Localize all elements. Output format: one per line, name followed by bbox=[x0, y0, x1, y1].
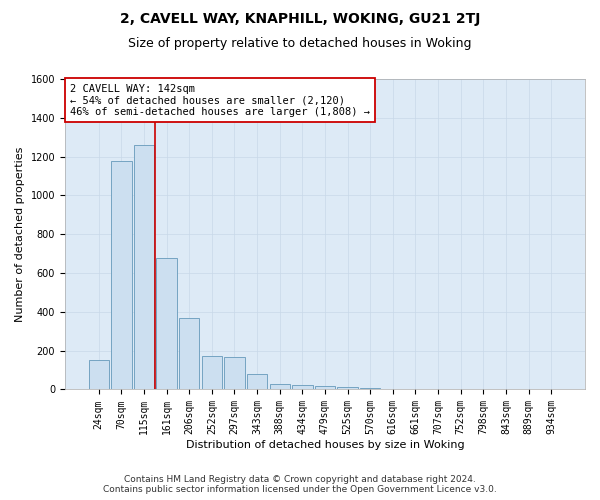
Text: Size of property relative to detached houses in Woking: Size of property relative to detached ho… bbox=[128, 38, 472, 51]
Bar bbox=[89, 360, 109, 390]
Y-axis label: Number of detached properties: Number of detached properties bbox=[15, 146, 25, 322]
Bar bbox=[111, 162, 131, 390]
Bar bbox=[224, 358, 245, 390]
Text: 2 CAVELL WAY: 142sqm
← 54% of detached houses are smaller (2,120)
46% of semi-de: 2 CAVELL WAY: 142sqm ← 54% of detached h… bbox=[70, 84, 370, 117]
Bar bbox=[337, 386, 358, 390]
Bar bbox=[315, 386, 335, 390]
Bar bbox=[247, 374, 267, 390]
Bar bbox=[179, 318, 199, 390]
Bar bbox=[134, 145, 154, 390]
Bar bbox=[157, 258, 177, 390]
Bar bbox=[360, 388, 380, 390]
Text: 2, CAVELL WAY, KNAPHILL, WOKING, GU21 2TJ: 2, CAVELL WAY, KNAPHILL, WOKING, GU21 2T… bbox=[120, 12, 480, 26]
X-axis label: Distribution of detached houses by size in Woking: Distribution of detached houses by size … bbox=[185, 440, 464, 450]
Text: Contains HM Land Registry data © Crown copyright and database right 2024.
Contai: Contains HM Land Registry data © Crown c… bbox=[103, 474, 497, 494]
Bar bbox=[269, 384, 290, 390]
Bar bbox=[292, 384, 313, 390]
Bar bbox=[202, 356, 222, 390]
